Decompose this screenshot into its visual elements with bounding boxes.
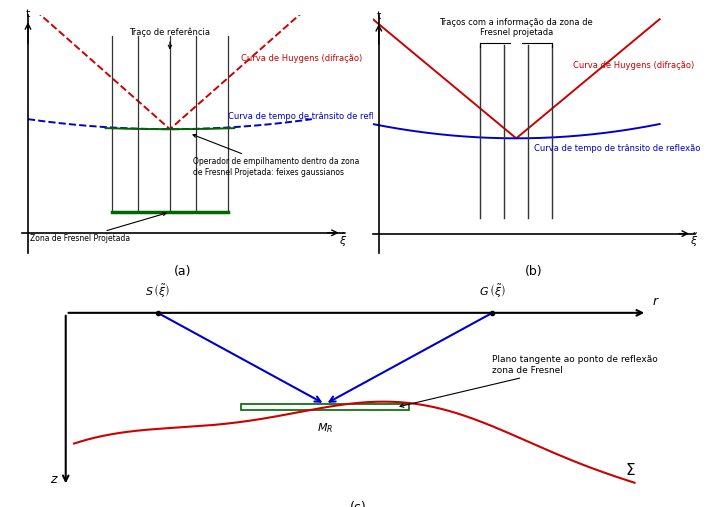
Text: Traço de referência: Traço de referência (130, 27, 210, 49)
Text: Traços com a informação da zona de
Fresnel projetada: Traços com a informação da zona de Fresn… (440, 18, 593, 37)
Text: Operador de empilhamento dentro da zona
de Fresnel Projetada: feixes gaussianos: Operador de empilhamento dentro da zona … (193, 134, 359, 177)
Text: (c): (c) (350, 501, 367, 507)
Text: $\Sigma$: $\Sigma$ (625, 462, 636, 478)
Text: (a): (a) (174, 265, 191, 278)
Bar (242, 404, 409, 411)
Text: Curva de Huygens (difração): Curva de Huygens (difração) (241, 54, 362, 63)
Text: z: z (50, 473, 57, 486)
Text: Curva de Huygens (difração): Curva de Huygens (difração) (573, 61, 694, 69)
Text: t: t (26, 9, 30, 19)
Text: $S\,\left(\tilde{\xi}\right)$: $S\,\left(\tilde{\xi}\right)$ (145, 283, 171, 300)
Text: Curva de tempo de trânsito de reflexão: Curva de tempo de trânsito de reflexão (228, 112, 394, 121)
Text: Plano tangente ao ponto de reflexão
zona de Fresnel: Plano tangente ao ponto de reflexão zona… (400, 355, 658, 407)
Text: (b): (b) (526, 265, 543, 278)
Text: t: t (376, 11, 381, 21)
Text: $G\,\left(\tilde{\xi}\right)$: $G\,\left(\tilde{\xi}\right)$ (479, 283, 505, 300)
Text: r: r (653, 295, 658, 308)
Text: $\tilde{\xi}$: $\tilde{\xi}$ (338, 232, 347, 249)
Text: Curva de tempo de trânsito de reflexão: Curva de tempo de trânsito de reflexão (534, 144, 701, 153)
Text: Zona de Fresnel Projetada: Zona de Fresnel Projetada (29, 212, 166, 243)
Text: $\tilde{\xi}$: $\tilde{\xi}$ (690, 231, 698, 248)
Text: $M_R$: $M_R$ (317, 421, 333, 435)
